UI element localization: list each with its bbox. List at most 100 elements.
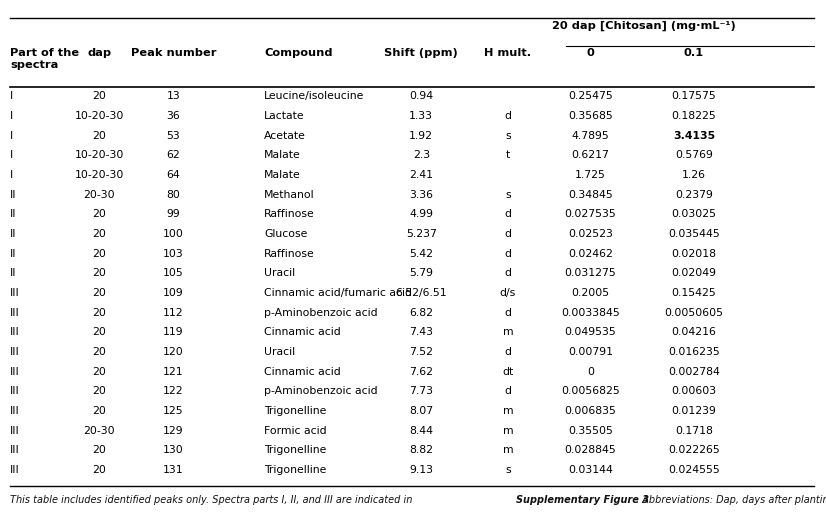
Text: 1.33: 1.33 [409,111,434,121]
Text: dap: dap [87,48,112,58]
Text: Trigonelline: Trigonelline [264,406,327,416]
Text: 3.36: 3.36 [409,190,434,199]
Text: 7.62: 7.62 [409,367,434,377]
Text: II: II [10,229,17,239]
Text: 0.02018: 0.02018 [672,249,716,258]
Text: 0.03144: 0.03144 [568,465,613,475]
Text: Cinnamic acid/fumaric acid: Cinnamic acid/fumaric acid [264,288,412,298]
Text: 0.34845: 0.34845 [568,190,613,199]
Text: 0.94: 0.94 [409,91,434,101]
Text: 121: 121 [164,367,183,377]
Text: p-Aminobenzoic acid: p-Aminobenzoic acid [264,308,378,318]
Text: II: II [10,190,17,199]
Text: d: d [505,308,511,318]
Text: I: I [10,150,13,160]
Text: 109: 109 [163,288,184,298]
Text: d: d [505,209,511,219]
Text: H mult.: H mult. [484,48,532,58]
Text: m: m [503,426,513,436]
Text: m: m [503,406,513,416]
Text: 0.00603: 0.00603 [672,386,716,396]
Text: 6.82: 6.82 [409,308,434,318]
Text: . Abbreviations: Dap, days after planting; H mult., H multiplicity;: . Abbreviations: Dap, days after plantin… [637,495,826,505]
Text: 20: 20 [93,465,106,475]
Text: Formic acid: Formic acid [264,426,327,436]
Text: 100: 100 [163,229,184,239]
Text: III: III [10,308,20,318]
Text: 0.022265: 0.022265 [668,445,719,455]
Text: Raffinose: Raffinose [264,209,315,219]
Text: 20: 20 [93,327,106,337]
Text: II: II [10,249,17,258]
Text: Glucose: Glucose [264,229,308,239]
Text: 20: 20 [93,268,106,278]
Text: 20-30: 20-30 [83,426,115,436]
Text: 0: 0 [586,48,595,58]
Text: III: III [10,288,20,298]
Text: 8.82: 8.82 [409,445,434,455]
Text: This table includes identified peaks only. Spectra parts I, II, and III are indi: This table includes identified peaks onl… [10,495,415,505]
Text: 9.13: 9.13 [409,465,434,475]
Text: I: I [10,170,13,180]
Text: 0.035445: 0.035445 [668,229,719,239]
Text: Cinnamic acid: Cinnamic acid [264,367,341,377]
Text: d: d [505,111,511,121]
Text: 0.002784: 0.002784 [668,367,719,377]
Text: I: I [10,91,13,101]
Text: Uracil: Uracil [264,268,296,278]
Text: 0.25475: 0.25475 [568,91,613,101]
Text: 0.00791: 0.00791 [568,347,613,357]
Text: III: III [10,386,20,396]
Text: 1.725: 1.725 [575,170,606,180]
Text: 20: 20 [93,367,106,377]
Text: 0.0033845: 0.0033845 [561,308,620,318]
Text: 4.7895: 4.7895 [572,131,610,140]
Text: 10-20-30: 10-20-30 [74,170,124,180]
Text: 53: 53 [167,131,180,140]
Text: s: s [506,190,510,199]
Text: 0.0050605: 0.0050605 [664,308,724,318]
Text: Malate: Malate [264,150,301,160]
Text: Methanol: Methanol [264,190,315,199]
Text: 0.006835: 0.006835 [565,406,616,416]
Text: 0.35685: 0.35685 [568,111,613,121]
Text: 20: 20 [93,209,106,219]
Text: Trigonelline: Trigonelline [264,465,327,475]
Text: 20: 20 [93,131,106,140]
Text: 119: 119 [164,327,183,337]
Text: III: III [10,347,20,357]
Text: 0.1: 0.1 [684,48,704,58]
Text: 105: 105 [163,268,184,278]
Text: Leucine/isoleucine: Leucine/isoleucine [264,91,365,101]
Text: 103: 103 [163,249,184,258]
Text: II: II [10,209,17,219]
Text: 0.5769: 0.5769 [675,150,713,160]
Text: Part of the
spectra: Part of the spectra [10,48,79,70]
Text: 0.01239: 0.01239 [672,406,716,416]
Text: 0.15425: 0.15425 [672,288,716,298]
Text: d: d [505,386,511,396]
Text: d: d [505,268,511,278]
Text: 0.049535: 0.049535 [565,327,616,337]
Text: 0.02462: 0.02462 [568,249,613,258]
Text: 130: 130 [163,445,184,455]
Text: 20: 20 [93,229,106,239]
Text: 20: 20 [93,249,106,258]
Text: 122: 122 [164,386,183,396]
Text: 99: 99 [167,209,180,219]
Text: I: I [10,131,13,140]
Text: 112: 112 [164,308,183,318]
Text: 8.44: 8.44 [409,426,434,436]
Text: III: III [10,367,20,377]
Text: III: III [10,465,20,475]
Text: 0.027535: 0.027535 [565,209,616,219]
Text: s: s [506,131,510,140]
Text: 3.4135: 3.4135 [673,131,714,140]
Text: 5.42: 5.42 [409,249,434,258]
Text: 125: 125 [164,406,183,416]
Text: Supplementary Figure 3: Supplementary Figure 3 [516,495,649,505]
Text: Lactate: Lactate [264,111,305,121]
Text: 20: 20 [93,288,106,298]
Text: s: s [506,465,510,475]
Text: t: t [506,150,510,160]
